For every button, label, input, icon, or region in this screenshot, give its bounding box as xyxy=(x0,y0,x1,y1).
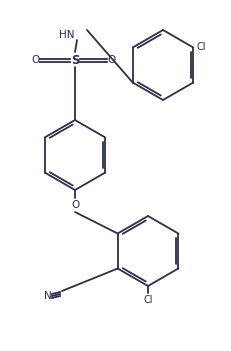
Text: O: O xyxy=(71,200,79,210)
Text: O: O xyxy=(31,55,39,65)
Text: Cl: Cl xyxy=(196,42,206,53)
Text: S: S xyxy=(71,53,79,66)
Text: Cl: Cl xyxy=(143,295,153,305)
Text: HN: HN xyxy=(60,30,75,40)
Text: N: N xyxy=(44,291,52,301)
Text: O: O xyxy=(108,55,116,65)
